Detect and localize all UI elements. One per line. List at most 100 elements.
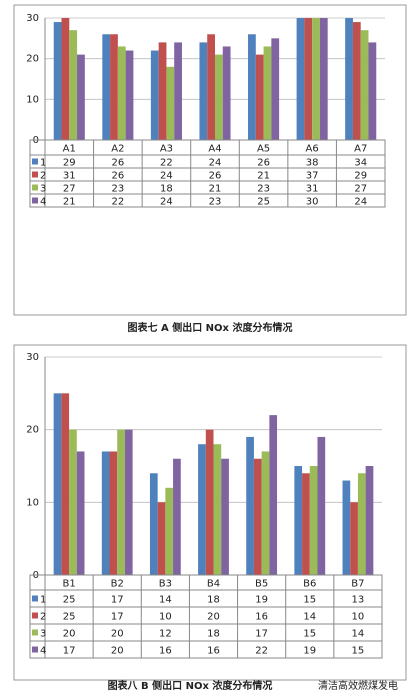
table-cell: 24 [160,171,173,182]
x-tick-label: B1 [62,579,75,590]
bar [213,444,222,575]
legend-label: 3 [40,629,46,640]
legend-label: 1 [40,158,46,169]
bar [150,50,159,140]
bar [215,54,223,140]
y-tick-label: 20 [26,54,39,65]
bar [253,458,262,575]
table-cell: 22 [255,646,268,657]
x-tick-label: B7 [351,579,364,590]
bar [248,34,256,140]
chart-caption: 图表七 A 侧出口 NOx 浓度分布情况 [128,321,293,334]
table-cell: 21 [63,197,76,208]
bar [117,46,126,140]
bar [352,22,361,140]
table-cell: 18 [207,595,220,606]
bar [246,436,254,575]
bar [110,34,118,140]
x-tick-label: B6 [303,579,316,590]
bar [345,18,353,140]
x-tick-label: B4 [207,579,220,590]
bar [294,466,303,575]
table-cell: 37 [306,171,319,182]
table-cell: 23 [257,184,270,195]
bar [76,451,85,575]
table-cell: 10 [352,612,365,623]
x-tick-label: B5 [255,579,268,590]
table-cell: 25 [63,595,76,606]
bar [368,42,377,140]
bar [302,473,310,575]
y-tick-label: 10 [26,497,39,508]
x-tick-label: B3 [159,579,172,590]
table-cell: 13 [352,595,365,606]
bar [269,415,278,575]
table-cell: 24 [160,197,173,208]
bar [173,458,181,575]
bar [69,30,78,140]
chart-caption: 图表八 B 侧出口 NOx 浓度分布情况 [108,679,273,692]
bar [360,30,369,140]
legend-key [32,612,38,619]
x-tick-label: A1 [63,144,76,155]
table-cell: 12 [159,629,172,640]
table-cell: 26 [209,171,222,182]
bar [319,18,328,140]
bar [198,444,206,575]
legend-key [32,158,38,165]
bar [77,54,85,140]
table-cell: 16 [159,646,172,657]
bar [117,429,125,575]
bar [255,54,264,140]
table-cell: 15 [352,646,365,657]
bar [124,429,133,575]
table-cell: 23 [111,184,124,195]
table-cell: 26 [111,158,124,169]
table-cell: 14 [303,612,316,623]
table-cell: 24 [209,158,222,169]
table-cell: 20 [111,646,124,657]
legend-label: 3 [40,184,46,195]
table-cell: 17 [111,612,124,623]
legend-key [32,171,38,178]
y-tick-label: 30 [26,13,39,24]
table-cell: 19 [255,595,268,606]
table-cell: 26 [257,158,270,169]
table-cell: 38 [306,158,319,169]
table-cell: 22 [160,158,173,169]
legend-key [32,595,38,602]
bar [101,451,110,575]
bar [69,429,77,575]
x-tick-label: A3 [160,144,173,155]
table-cell: 16 [255,612,268,623]
bar [263,46,272,140]
bar [109,451,118,575]
y-tick-label: 10 [26,94,39,105]
x-tick-label: A6 [306,144,319,155]
table-cell: 21 [257,171,270,182]
table-cell: 22 [111,197,124,208]
bar [309,466,318,575]
bar [61,393,70,575]
table-cell: 17 [63,646,76,657]
legend-key [32,197,38,204]
table-cell: 18 [160,184,173,195]
bar [271,38,280,140]
table-cell: 16 [207,646,220,657]
y-tick-label: 20 [26,425,39,436]
table-cell: 14 [352,629,365,640]
bar [207,34,215,140]
table-cell: 34 [354,158,367,169]
table-cell: 29 [63,158,76,169]
bars [53,393,374,575]
legend-label: 4 [40,646,46,657]
watermark: 清洁高效燃煤发电 [318,679,398,692]
bar [125,50,134,140]
bar [350,502,358,575]
table-cell: 20 [63,629,76,640]
x-tick-label: A2 [111,144,124,155]
bar [53,22,62,140]
bar [365,466,374,575]
bar [357,473,366,575]
